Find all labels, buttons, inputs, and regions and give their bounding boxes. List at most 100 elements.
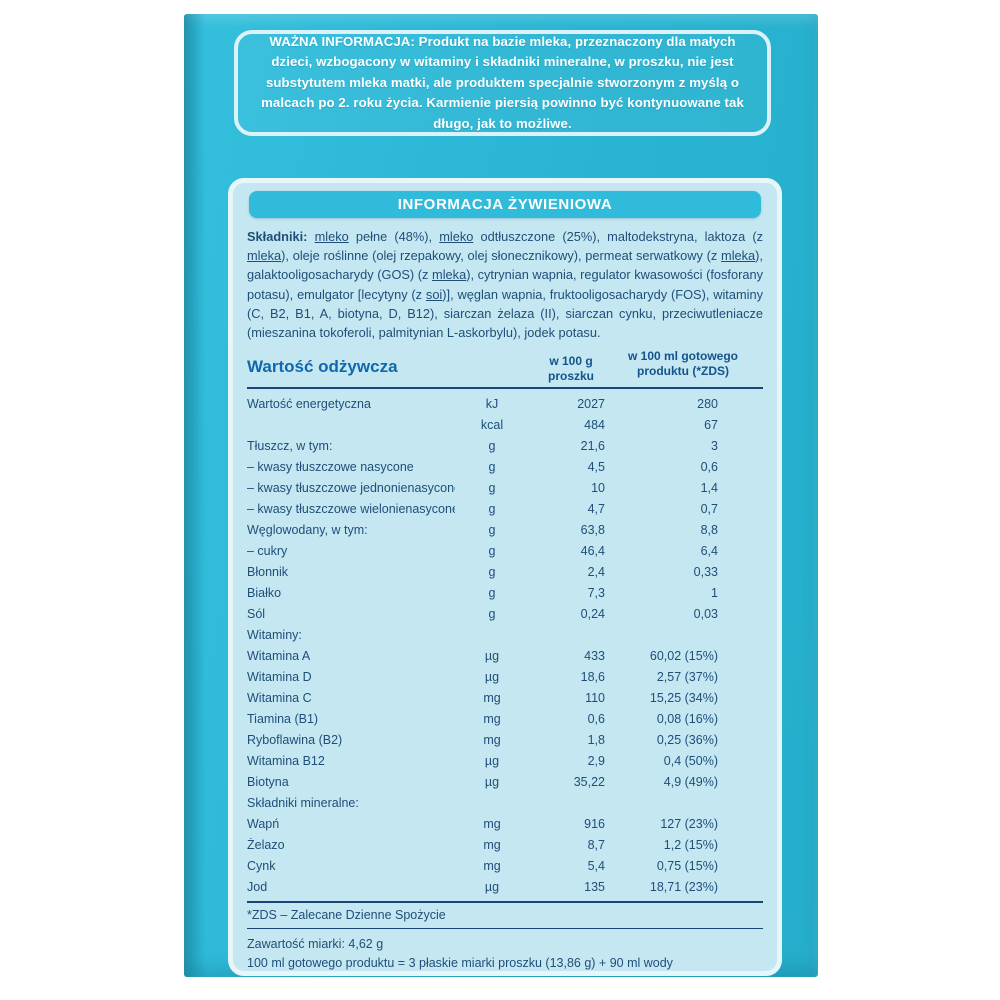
cell-ml: 2,57 (37%) bbox=[656, 670, 718, 685]
package: WAŻNA INFORMACJA: Produkt na bazie mleka… bbox=[184, 14, 818, 977]
ingredients-segment: )], węglan wapnia, fruktooligosacharydy … bbox=[247, 286, 763, 340]
table-header-row: Wartość odżywcza w 100 g proszku w 100 m… bbox=[247, 349, 763, 389]
cell-ml: 0,6 bbox=[700, 460, 718, 475]
ingredients-segment: ), galaktooligosacharydy (GOS) (z bbox=[247, 248, 763, 283]
table-title: Wartość odżywcza bbox=[247, 357, 398, 377]
table-row: Witamina C mg 110 15,25 (34%) bbox=[247, 688, 763, 709]
preparation-info: Zawartość miarki: 4,62 g 100 ml gotowego… bbox=[247, 929, 763, 971]
cell-label: – kwasy tłuszczowe wielonienasycone bbox=[247, 502, 455, 517]
table-row: Cynk mg 5,4 0,75 (15%) bbox=[247, 856, 763, 877]
cell-ml: 127 (23%) bbox=[660, 817, 718, 832]
table-row: – cukry g 46,4 6,4 bbox=[247, 541, 763, 562]
cell-label: Sól bbox=[247, 607, 266, 622]
ingredients-segment: ), cytrynian wapnia, regulator kwasowośc… bbox=[247, 267, 763, 302]
allergen-term: soi bbox=[425, 286, 443, 302]
cell-g: 10 bbox=[591, 481, 605, 496]
table-row: Sól g 0,24 0,03 bbox=[247, 604, 763, 625]
cell-g: 2027 bbox=[577, 397, 605, 412]
table-row: Błonnik g 2,4 0,33 bbox=[247, 562, 763, 583]
cell-label: Białko bbox=[247, 586, 282, 601]
cell-g: 2,4 bbox=[587, 565, 605, 580]
cell-ml: 0,33 bbox=[693, 565, 718, 580]
cell-g: 4,5 bbox=[587, 460, 605, 475]
cell-ml: 0,08 (16%) bbox=[656, 712, 718, 727]
allergen-term: mleka bbox=[247, 248, 282, 264]
cell-label: Składniki mineralne: bbox=[247, 796, 359, 811]
cell-ml: 0,4 (50%) bbox=[663, 754, 718, 769]
table-row: kcal 484 67 bbox=[247, 415, 763, 436]
table-row: Witamina B12 µg 2,9 0,4 (50%) bbox=[247, 751, 763, 772]
table-row: Biotyna µg 35,22 4,9 (49%) bbox=[247, 772, 763, 793]
table-row: Tiamina (B1) mg 0,6 0,08 (16%) bbox=[247, 709, 763, 730]
cell-ml: 280 bbox=[697, 397, 718, 412]
cell-unit: g bbox=[488, 586, 496, 601]
cell-ml: 1,2 (15%) bbox=[663, 838, 718, 853]
cell-g: 484 bbox=[584, 418, 605, 433]
table-row: Żelazo mg 8,7 1,2 (15%) bbox=[247, 835, 763, 856]
warning-box: WAŻNA INFORMACJA: Produkt na bazie mleka… bbox=[234, 30, 771, 136]
zds-footnote: *ZDS – Zalecane Dzienne Spożycie bbox=[247, 900, 763, 929]
cell-g: 35,22 bbox=[573, 775, 605, 790]
preparation-line: 100 ml gotowego produktu = 3 płaskie mia… bbox=[247, 955, 673, 970]
cell-label: Witaminy: bbox=[247, 628, 302, 643]
cell-ml: 60,02 (15%) bbox=[649, 649, 718, 664]
allergen-term: mleko bbox=[439, 229, 474, 244]
cell-unit: g bbox=[488, 565, 496, 580]
cell-g: 0,24 bbox=[580, 607, 605, 622]
cell-ml: 8,8 bbox=[700, 523, 718, 538]
table-row: Białko g 7,3 1 bbox=[247, 583, 763, 604]
table-section-row: Składniki mineralne: bbox=[247, 793, 763, 814]
nutrition-header-title: INFORMACJA ŻYWIENIOWA bbox=[397, 196, 613, 213]
column-header-per-100ml: w 100 ml gotowego produktu (*ZDS) bbox=[627, 349, 738, 378]
cell-unit: mg bbox=[483, 817, 501, 832]
cell-unit: mg bbox=[483, 838, 501, 853]
cell-unit: µg bbox=[484, 775, 500, 790]
table-row: Witamina A µg 433 60,02 (15%) bbox=[247, 646, 763, 667]
table-row: Tłuszcz, w tym: g 21,6 3 bbox=[247, 436, 763, 457]
table-row: Wartość energetyczna kJ 2027 280 bbox=[247, 394, 763, 415]
cell-unit: mg bbox=[483, 859, 501, 874]
allergen-term: mleka bbox=[721, 248, 756, 264]
cell-g: 135 bbox=[584, 880, 605, 895]
cell-unit: g bbox=[488, 481, 496, 496]
nutrition-rows: Wartość energetyczna kJ 2027 280 kcal 484 67 Tł… bbox=[247, 394, 763, 898]
cell-unit: g bbox=[488, 502, 496, 517]
cell-g: 4,7 bbox=[587, 502, 605, 517]
cell-label: Witamina A bbox=[247, 649, 311, 664]
cell-g: 7,3 bbox=[587, 586, 605, 601]
cell-unit: µg bbox=[484, 670, 500, 685]
table-row: Ryboflawina (B2) mg 1,8 0,25 (36%) bbox=[247, 730, 763, 751]
cell-g: 46,4 bbox=[580, 544, 605, 559]
warning-text: WAŻNA INFORMACJA: Produkt na bazie mleka… bbox=[261, 33, 744, 131]
ingredients-segment: pełne (48%), bbox=[348, 229, 440, 244]
cell-label: Witamina D bbox=[247, 670, 312, 685]
cell-label: Wartość energetyczna bbox=[247, 397, 371, 412]
cell-unit: mg bbox=[483, 712, 501, 727]
cell-label: – cukry bbox=[247, 544, 288, 559]
cell-label: Witamina C bbox=[247, 691, 312, 706]
cell-label: Błonnik bbox=[247, 565, 288, 580]
table-section-row: Witaminy: bbox=[247, 625, 763, 646]
cell-ml: 15,25 (34%) bbox=[649, 691, 718, 706]
cell-unit: g bbox=[488, 460, 496, 475]
column-header-per-100g: w 100 g proszku bbox=[547, 354, 594, 383]
cell-g: 110 bbox=[585, 691, 605, 706]
cell-g: 8,7 bbox=[587, 838, 605, 853]
cell-label: Węglowodany, w tym: bbox=[247, 523, 368, 538]
cell-unit: µg bbox=[484, 754, 500, 769]
cell-g: 5,4 bbox=[587, 859, 605, 874]
table-row: – kwasy tłuszczowe jednonienasycone g 10 1,… bbox=[247, 478, 763, 499]
cell-unit: µg bbox=[484, 649, 500, 664]
ingredients-text: Składniki: mleko pełne (48%), mleko odtł… bbox=[247, 227, 763, 342]
cell-unit: µg bbox=[484, 880, 500, 895]
ingredients-label: Składniki: bbox=[247, 229, 315, 244]
cell-label: – kwasy tłuszczowe jednonienasycone bbox=[247, 481, 455, 496]
cell-ml: 4,9 (49%) bbox=[663, 775, 718, 790]
cell-ml: 0,25 (36%) bbox=[656, 733, 718, 748]
cell-label: Jod bbox=[247, 880, 268, 895]
cell-g: 63,8 bbox=[580, 523, 605, 538]
ingredients-segment: odtłuszczone (25%), maltodekstryna, lakt… bbox=[473, 229, 764, 244]
nutrition-header-bar: INFORMACJA ŻYWIENIOWA bbox=[249, 191, 761, 218]
cell-g: 18,6 bbox=[580, 670, 605, 685]
